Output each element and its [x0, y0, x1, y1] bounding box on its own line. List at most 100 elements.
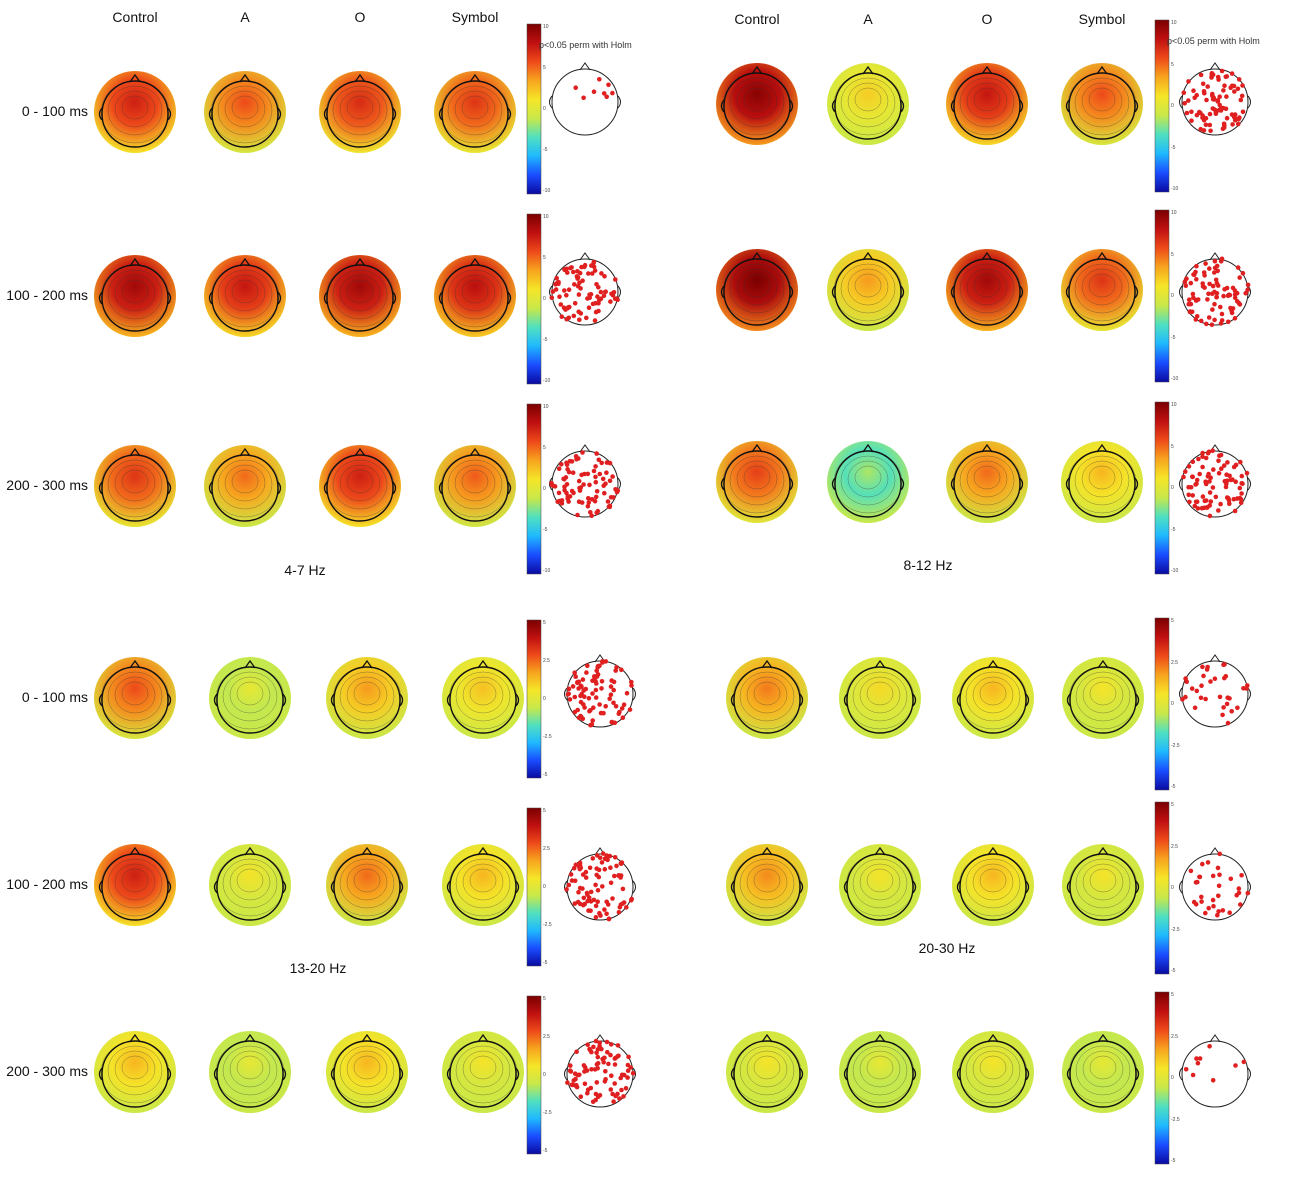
significant-electrode — [1212, 317, 1217, 323]
significant-electrode — [1236, 886, 1242, 891]
significant-electrode — [559, 314, 565, 319]
colorbar-tick-label: 10 — [543, 214, 549, 220]
significant-electrode — [1210, 448, 1215, 453]
topomap-o — [326, 844, 408, 926]
significant-electrode — [1191, 88, 1196, 93]
significant-electrode — [569, 878, 575, 883]
significant-electrode — [576, 890, 581, 895]
significant-electrode — [600, 476, 606, 482]
significant-electrode — [1209, 75, 1214, 80]
colorbar-tick-label: -2.5 — [1171, 926, 1180, 933]
significant-electrode — [1216, 471, 1222, 476]
topomap-symbol — [434, 255, 516, 337]
significant-electrode — [575, 512, 580, 518]
significant-electrode — [1233, 1063, 1238, 1068]
significant-electrode — [1200, 861, 1205, 867]
significant-electrode — [618, 861, 624, 866]
significant-electrode — [569, 1082, 575, 1088]
colorbar-tick-label: -5 — [543, 147, 548, 153]
significant-electrode — [599, 659, 605, 664]
significant-electrode — [1207, 490, 1213, 495]
significant-electrode — [1232, 117, 1238, 123]
significance-map — [1179, 654, 1251, 728]
significant-electrode — [1227, 473, 1232, 479]
significant-electrode — [582, 1065, 588, 1070]
significant-electrode — [595, 888, 601, 893]
significant-electrode — [601, 483, 606, 488]
significant-electrode — [1231, 464, 1237, 470]
colorbar — [526, 995, 542, 1155]
colorbar — [1154, 991, 1170, 1165]
colorbar-tick-label: 10 — [1171, 20, 1177, 26]
significant-electrode — [578, 485, 584, 490]
significant-electrode — [564, 293, 569, 298]
significant-electrode — [1184, 110, 1190, 116]
significant-electrode — [587, 482, 592, 488]
significance-map — [1179, 847, 1251, 921]
significant-electrode — [1235, 121, 1241, 127]
colorbar-tick-label: 0 — [543, 106, 546, 112]
significant-electrode — [593, 464, 598, 469]
significant-electrode — [1203, 696, 1208, 702]
significant-electrode — [1203, 455, 1209, 461]
significant-electrode — [1227, 696, 1232, 701]
significant-electrode — [1230, 285, 1236, 291]
significant-electrode — [599, 860, 605, 865]
significance-map — [1179, 62, 1251, 136]
significant-electrode — [571, 313, 577, 319]
topomap-a — [204, 255, 286, 337]
significant-electrode — [1186, 79, 1191, 84]
significant-electrode — [1240, 109, 1246, 115]
significant-electrode — [608, 865, 613, 870]
significant-electrode — [615, 297, 620, 302]
significant-electrode — [597, 77, 602, 82]
significant-electrode — [592, 318, 598, 323]
significant-electrode — [1205, 664, 1210, 670]
significant-electrode — [599, 679, 605, 684]
significant-electrode — [617, 709, 622, 715]
significant-electrode — [578, 693, 583, 699]
significant-electrode — [616, 910, 622, 915]
significant-electrode — [1238, 97, 1244, 103]
significant-electrode — [605, 902, 611, 907]
topomap-a — [827, 249, 909, 331]
colorbar-tick-label: -2.5 — [543, 1110, 552, 1116]
significance-map — [564, 654, 636, 728]
significant-electrode — [572, 282, 577, 287]
significant-electrode — [602, 274, 607, 279]
significant-electrode — [582, 471, 587, 477]
significant-electrode — [590, 301, 596, 307]
topomap-o — [326, 657, 408, 739]
significant-electrode — [576, 292, 582, 297]
significant-electrode — [1190, 493, 1195, 498]
significant-electrode — [1223, 674, 1229, 679]
colorbar-tick-label: -10 — [1171, 376, 1179, 382]
significant-electrode — [1190, 291, 1196, 297]
significant-electrode — [584, 670, 589, 675]
significant-electrode — [604, 460, 610, 465]
topomap-o — [946, 63, 1028, 145]
significant-electrode — [1200, 494, 1206, 499]
significant-electrode — [1230, 477, 1235, 482]
significant-electrode — [555, 499, 560, 504]
topomap-symbol — [1061, 63, 1143, 145]
colorbar-tick-label: -2.5 — [1171, 742, 1180, 749]
significance-note: p<0.05 perm with Holm — [539, 40, 632, 50]
significant-electrode — [1193, 902, 1199, 907]
significant-electrode — [1217, 694, 1223, 700]
significant-electrode — [1210, 485, 1216, 490]
significant-electrode — [1200, 664, 1205, 670]
significant-electrode — [1202, 505, 1207, 511]
significant-electrode — [1235, 86, 1241, 92]
topomap-o — [952, 1031, 1034, 1113]
colorbar-tick-label: 2.5 — [1171, 659, 1178, 666]
significant-electrode — [1186, 297, 1192, 302]
significant-electrode — [1210, 283, 1216, 289]
significant-electrode — [1224, 701, 1230, 707]
significant-electrode — [567, 697, 573, 702]
significant-electrode — [569, 488, 575, 494]
significant-electrode — [549, 482, 555, 488]
topomap-symbol — [442, 1031, 524, 1113]
significant-electrode — [579, 500, 585, 505]
significant-electrode — [1202, 498, 1208, 504]
